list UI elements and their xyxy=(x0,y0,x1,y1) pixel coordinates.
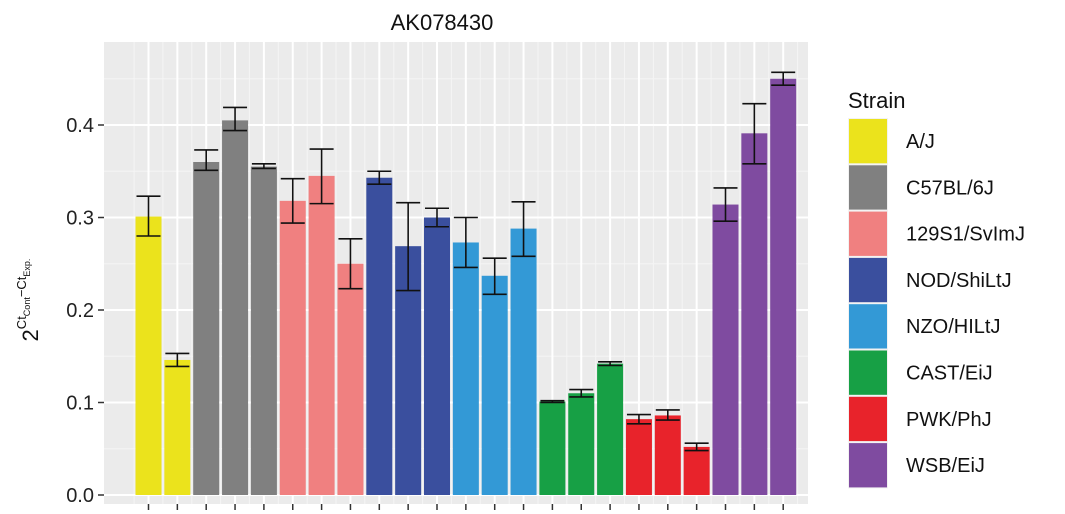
bar xyxy=(164,359,191,495)
bar xyxy=(135,216,162,495)
legend-label: CAST/EiJ xyxy=(906,363,993,385)
error-bar xyxy=(569,388,594,398)
error-bar xyxy=(684,442,709,452)
y-tick-label: 0.4 xyxy=(66,115,94,137)
bar xyxy=(510,228,537,495)
error-bar xyxy=(165,352,190,368)
error-bar xyxy=(453,216,478,269)
bar xyxy=(452,242,479,495)
error-bars-layer xyxy=(136,71,796,452)
legend-label: WSB/EiJ xyxy=(906,455,985,477)
legend-swatch xyxy=(849,396,887,442)
y-label-minus: −Ct xyxy=(14,276,29,297)
legend-swatch xyxy=(849,257,887,303)
bar xyxy=(424,217,450,495)
bar xyxy=(193,162,220,495)
error-bar xyxy=(540,399,565,404)
y-label-sub-exp: Exp. xyxy=(22,259,32,277)
x-axis xyxy=(147,504,784,510)
legend-label: C57BL/6J xyxy=(906,177,994,199)
error-bar xyxy=(655,409,680,421)
error-bar xyxy=(713,187,738,222)
bar xyxy=(222,120,249,495)
bar xyxy=(712,204,739,496)
svg-text:2CtCont−CtExp.: 2CtCont−CtExp. xyxy=(14,259,43,342)
error-bar xyxy=(396,201,421,292)
legend-items: A/J C57BL/6J 129S1/SvImJ NOD/ShiLtJ NZO/HILt… xyxy=(848,118,1025,489)
legend-title: Strain xyxy=(848,88,905,113)
error-bar xyxy=(598,360,623,367)
error-bar xyxy=(742,102,767,165)
error-bar xyxy=(309,148,334,205)
y-axis-label: 2CtCont−CtExp. xyxy=(14,259,43,342)
bar xyxy=(337,263,364,495)
error-bar xyxy=(136,195,161,237)
legend: Strain A/J C57BL/6J 129S1/SvImJ NOD/ShiLtJ N… xyxy=(848,88,1025,489)
error-bar xyxy=(251,163,276,170)
error-bar xyxy=(482,257,507,296)
y-tick-label: 0.0 xyxy=(66,485,94,507)
bar xyxy=(250,166,277,495)
error-bar xyxy=(511,200,536,258)
bar xyxy=(654,415,681,495)
y-tick-label: 0.3 xyxy=(66,208,94,230)
bars-layer xyxy=(135,78,797,496)
bar xyxy=(539,401,566,495)
legend-swatch xyxy=(849,211,887,256)
bar xyxy=(770,78,797,495)
bar xyxy=(481,275,508,495)
bar xyxy=(597,363,624,495)
y-tick-label: 0.2 xyxy=(66,300,94,322)
y-label-base: 2 xyxy=(18,329,43,341)
error-bar xyxy=(338,237,363,290)
bar xyxy=(568,393,595,495)
legend-swatch xyxy=(849,119,887,164)
y-label-sub-cont: Cont xyxy=(22,297,32,317)
error-bar xyxy=(425,207,449,228)
bar xyxy=(366,177,393,495)
legend-label: NOD/ShiLtJ xyxy=(906,270,1012,292)
bar xyxy=(279,200,306,495)
bar xyxy=(308,175,335,495)
error-bar xyxy=(223,106,248,132)
y-tick-label: 0.1 xyxy=(66,393,94,415)
legend-swatch xyxy=(849,350,887,395)
error-bar xyxy=(194,149,219,172)
y-axis: 0.0 0.1 0.2 0.3 0.4 xyxy=(66,115,104,507)
error-bar xyxy=(367,170,392,185)
legend-label: NZO/HILtJ xyxy=(906,316,1000,338)
legend-label: A/J xyxy=(906,131,935,153)
legend-swatch xyxy=(849,443,887,488)
legend-swatch xyxy=(849,165,887,210)
legend-label: 129S1/SvImJ xyxy=(906,224,1025,246)
error-bar xyxy=(280,177,305,224)
chart-title: AK078430 xyxy=(391,10,494,35)
error-bar xyxy=(626,413,651,425)
error-bar xyxy=(771,71,796,87)
bar xyxy=(625,419,652,495)
legend-label: PWK/PhJ xyxy=(906,409,992,431)
legend-swatch xyxy=(849,304,887,349)
y-label-sup: Ct xyxy=(14,316,29,329)
bar xyxy=(741,133,768,495)
bar xyxy=(683,446,710,495)
